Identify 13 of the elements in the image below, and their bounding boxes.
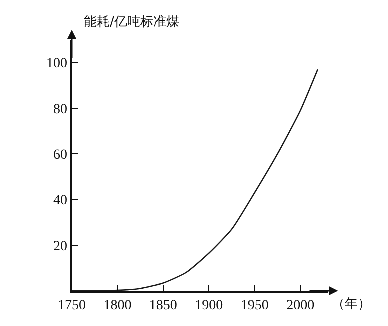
y-tick-label: 80 — [53, 102, 68, 118]
x-tick-label: 1850 — [149, 298, 178, 314]
y-tick-label: 60 — [53, 148, 68, 163]
x-tick-label: 2000 — [286, 298, 315, 314]
y-tick-label: 100 — [46, 56, 68, 72]
x-tick-label: 1900 — [195, 298, 224, 314]
x-tick-label: 1750 — [58, 298, 86, 314]
x-axis-title: （年） — [332, 297, 371, 312]
y-tick-label: 40 — [53, 194, 68, 209]
x-tick-label: 1800 — [104, 298, 132, 314]
y-tick-label: 20 — [53, 239, 68, 254]
y-axis-title: 能耗/亿吨标准煤 — [84, 15, 180, 30]
x-tick-label: 1950 — [240, 298, 269, 314]
